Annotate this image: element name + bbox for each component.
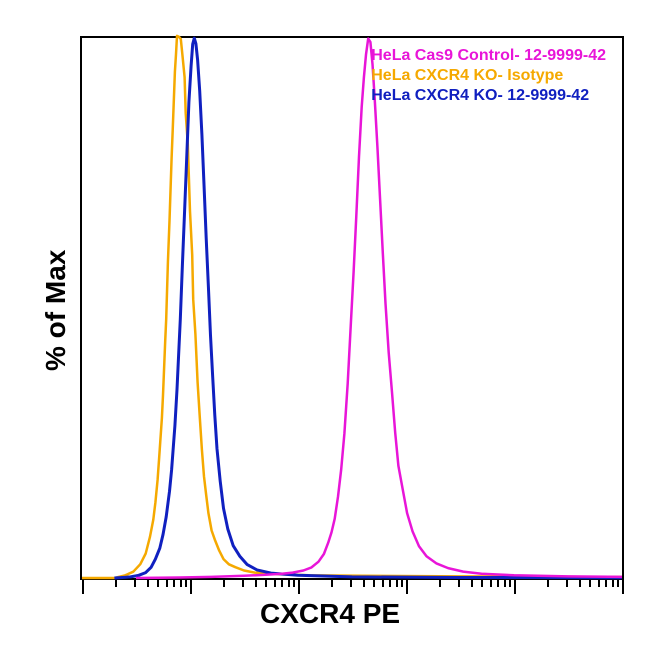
x-tick-major bbox=[514, 580, 516, 594]
x-tick-minor bbox=[612, 580, 614, 587]
x-tick-minor bbox=[504, 580, 506, 587]
x-tick-minor bbox=[490, 580, 492, 587]
y-axis-label: % of Max bbox=[40, 249, 72, 370]
x-tick-minor bbox=[180, 580, 182, 587]
x-tick-minor bbox=[481, 580, 483, 587]
x-tick-minor bbox=[617, 580, 619, 587]
legend: HeLa Cas9 Control- 12-9999-42HeLa CXCR4 … bbox=[371, 46, 606, 106]
x-tick-major bbox=[190, 580, 192, 594]
x-tick-minor bbox=[389, 580, 391, 587]
x-axis-label: CXCR4 PE bbox=[260, 598, 400, 630]
x-tick-minor bbox=[439, 580, 441, 587]
x-tick-minor bbox=[265, 580, 267, 587]
x-tick-minor bbox=[185, 580, 187, 587]
x-tick-minor bbox=[293, 580, 295, 587]
x-tick-minor bbox=[255, 580, 257, 587]
x-tick-minor bbox=[331, 580, 333, 587]
x-tick-minor bbox=[173, 580, 175, 587]
x-tick-minor bbox=[288, 580, 290, 587]
x-tick-minor bbox=[589, 580, 591, 587]
x-tick-major bbox=[298, 580, 300, 594]
x-tick-minor bbox=[134, 580, 136, 587]
x-tick-minor bbox=[382, 580, 384, 587]
x-tick-minor bbox=[166, 580, 168, 587]
x-tick-minor bbox=[471, 580, 473, 587]
x-tick-minor bbox=[598, 580, 600, 587]
x-tick-major bbox=[622, 580, 624, 594]
x-tick-minor bbox=[605, 580, 607, 587]
x-tick-minor bbox=[401, 580, 403, 587]
legend-entry: HeLa CXCR4 KO- Isotype bbox=[371, 66, 606, 86]
x-tick-minor bbox=[147, 580, 149, 587]
x-tick-minor bbox=[509, 580, 511, 587]
figure: HeLa Cas9 Control- 12-9999-42HeLa CXCR4 … bbox=[0, 0, 650, 650]
x-tick-major bbox=[406, 580, 408, 594]
x-tick-minor bbox=[497, 580, 499, 587]
x-tick-minor bbox=[274, 580, 276, 587]
x-tick-minor bbox=[566, 580, 568, 587]
x-tick-minor bbox=[547, 580, 549, 587]
x-tick-minor bbox=[157, 580, 159, 587]
plot-area: HeLa Cas9 Control- 12-9999-42HeLa CXCR4 … bbox=[80, 36, 624, 580]
histogram-trace bbox=[114, 38, 622, 578]
x-tick-minor bbox=[396, 580, 398, 587]
x-tick-minor bbox=[363, 580, 365, 587]
x-tick-minor bbox=[350, 580, 352, 587]
histogram-svg bbox=[82, 38, 622, 578]
x-tick-minor bbox=[223, 580, 225, 587]
x-tick-minor bbox=[242, 580, 244, 587]
x-tick-minor bbox=[458, 580, 460, 587]
x-tick-major bbox=[82, 580, 84, 594]
legend-entry: HeLa CXCR4 KO- 12-9999-42 bbox=[371, 86, 606, 106]
x-tick-minor bbox=[373, 580, 375, 587]
x-tick-minor bbox=[579, 580, 581, 587]
x-tick-minor bbox=[281, 580, 283, 587]
legend-entry: HeLa Cas9 Control- 12-9999-42 bbox=[371, 46, 606, 66]
x-tick-minor bbox=[115, 580, 117, 587]
